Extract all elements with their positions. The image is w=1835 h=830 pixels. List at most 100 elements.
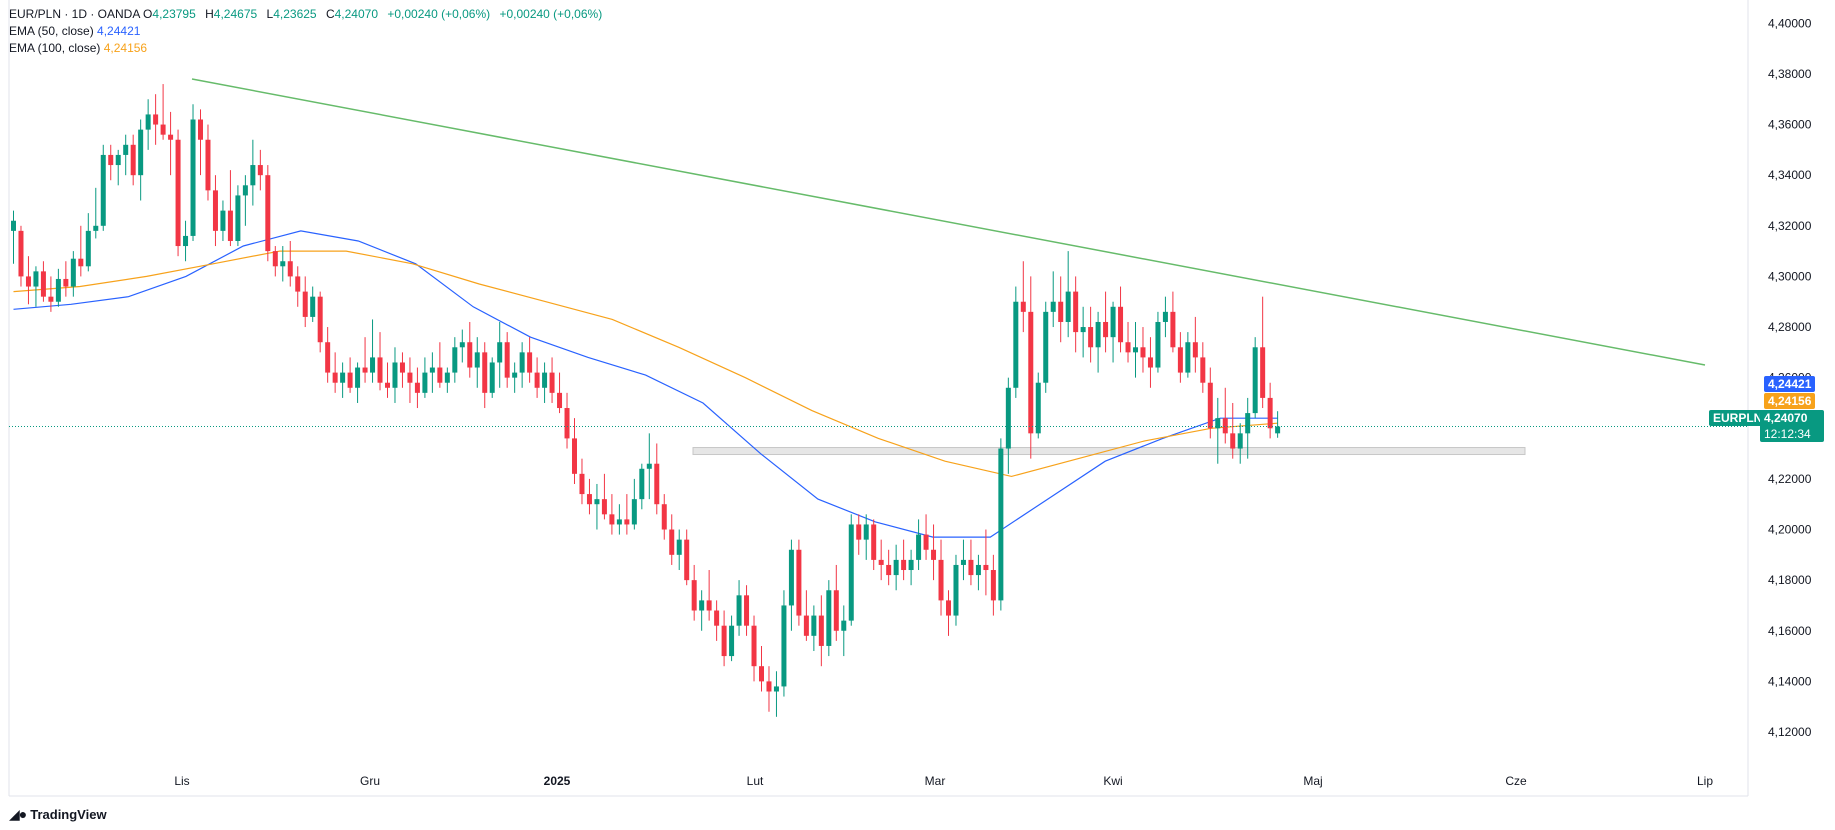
candle-body <box>706 600 712 611</box>
candle-body <box>1245 413 1251 434</box>
candle-body <box>198 119 203 140</box>
time-tick-label: Lis <box>174 774 189 788</box>
candle-body <box>848 524 854 621</box>
candle-body <box>1207 382 1213 429</box>
price-tick-label: 4,30000 <box>1768 269 1812 283</box>
time-tick-label: Cze <box>1505 774 1527 788</box>
high-label: H <box>205 7 214 21</box>
candle-body <box>1192 342 1198 358</box>
open-label: O <box>143 7 153 21</box>
candle-body <box>729 625 735 657</box>
candle-body <box>788 549 794 606</box>
candle-body <box>841 620 847 631</box>
tradingview-wordmark: TradingView <box>30 807 107 822</box>
time-tick-label: Kwi <box>1103 774 1122 788</box>
candle-body <box>893 559 899 576</box>
candle-body <box>527 352 533 373</box>
price-tick-label: 4,12000 <box>1768 725 1812 739</box>
candle-body <box>33 271 39 287</box>
ema-lines <box>13 230 1278 538</box>
candle-body <box>1147 357 1153 368</box>
candle-body <box>1185 342 1191 373</box>
ema50-label: EMA (50, close) <box>9 24 94 38</box>
candle-body <box>392 362 398 388</box>
candle-body <box>1118 306 1124 343</box>
time-tick-label: Lut <box>747 774 764 788</box>
candle-body <box>242 185 248 196</box>
candle-body <box>355 367 361 388</box>
candle-body <box>983 564 989 571</box>
candle-body <box>923 534 929 550</box>
candle-body <box>676 539 682 555</box>
ema100-label: EMA (100, close) <box>9 41 101 55</box>
candle-body <box>123 144 129 155</box>
candle-body <box>100 154 106 226</box>
candle-body <box>78 258 84 267</box>
time-tick-label: Mar <box>925 774 946 788</box>
candle-body <box>691 580 697 611</box>
candle-body <box>871 524 877 560</box>
candle-body <box>250 165 256 186</box>
price-axis[interactable]: 4,12000 4,14000 4,16000 4,18000 4,20000 4,220… <box>1768 16 1812 739</box>
candle-body <box>482 352 488 393</box>
bar-countdown: 12:12:34 <box>1764 427 1811 441</box>
candle-body <box>1155 321 1161 368</box>
candle-body <box>759 666 764 682</box>
candle-body <box>1252 347 1258 414</box>
candle-body <box>549 372 555 393</box>
candle-body <box>938 559 944 601</box>
candle-body <box>317 296 323 343</box>
candle-body <box>1013 301 1019 388</box>
low-value: 4,23625 <box>273 7 317 21</box>
candle-body <box>18 230 24 277</box>
candle-body <box>1088 327 1094 348</box>
symbol-price-tag: EURPLN <box>1709 410 1767 426</box>
low-label: L <box>266 7 274 21</box>
high-value: 4,24675 <box>213 7 258 21</box>
candle-body <box>1230 433 1236 449</box>
candle-body <box>332 372 338 383</box>
candle-body <box>257 165 263 176</box>
candle-body <box>684 539 690 581</box>
candle-body <box>183 235 189 247</box>
candle-body <box>931 549 937 560</box>
price-tick-label: 4,40000 <box>1768 16 1812 30</box>
candle-body <box>310 296 316 317</box>
candle-body <box>564 408 570 439</box>
candle-body <box>1095 321 1101 348</box>
price-tick-label: 4,20000 <box>1768 523 1812 537</box>
candle-body <box>1020 301 1026 312</box>
ema100-price-tag: 4,24156 <box>1764 393 1816 409</box>
candle-body <box>1237 433 1243 449</box>
time-tick-label: Gru <box>360 774 380 788</box>
tradingview-logo[interactable]: ◢● TradingView <box>9 806 107 823</box>
time-axis[interactable]: Lis Gru 2025 Lut Mar Kwi Maj Cze Lip <box>174 774 1713 788</box>
ema100-legend-row[interactable]: EMA (100, close) 4,24156 <box>9 40 608 57</box>
ema50-legend-row[interactable]: EMA (50, close) 4,24421 <box>9 23 608 40</box>
ema100-line <box>13 250 1278 478</box>
candle-body <box>108 154 114 166</box>
candle-body <box>1200 357 1206 383</box>
candle-body <box>534 372 540 388</box>
candle-body <box>1125 342 1131 353</box>
close-label: C <box>325 7 335 21</box>
candle-body <box>960 559 966 565</box>
last-price-value: 4,24070 <box>1764 411 1808 425</box>
candle-body <box>385 382 390 388</box>
last-price-tag: 4,24070 12:12:34 <box>1760 410 1824 442</box>
candle-body <box>953 564 959 616</box>
candle-body <box>459 342 465 348</box>
candle-body <box>878 559 884 565</box>
candle-body <box>212 190 218 231</box>
candle-body <box>153 114 159 125</box>
change-value-2: +0,00240 (+0,06%) <box>499 7 603 21</box>
candle-body <box>504 342 510 378</box>
candle-body <box>407 372 413 383</box>
candle-body <box>115 154 121 166</box>
candle-body <box>190 119 196 236</box>
candle-body <box>1133 347 1138 353</box>
candle-body <box>773 686 779 692</box>
candle-body <box>25 276 31 287</box>
candle-body <box>975 564 981 576</box>
